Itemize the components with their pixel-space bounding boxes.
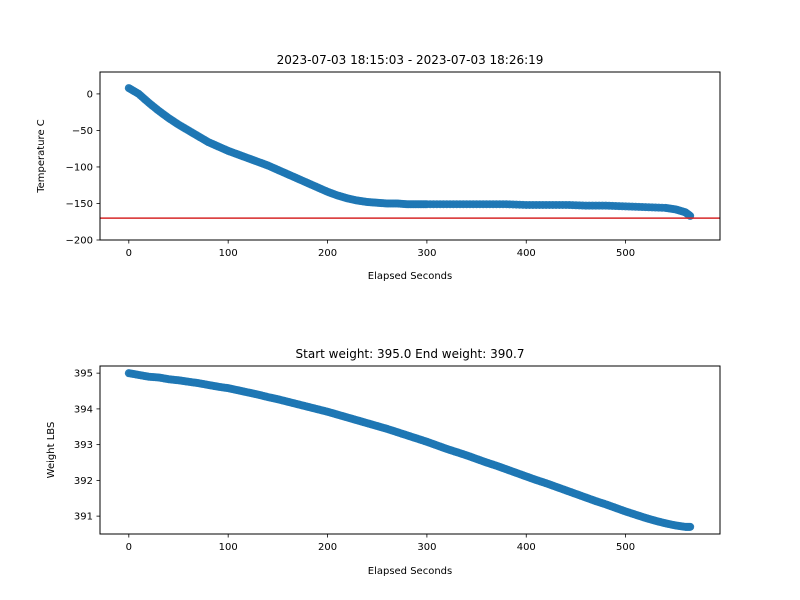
temperature-y-axis-label: Temperature C: [36, 119, 47, 194]
weight-y-tick-label: 393: [74, 440, 93, 451]
weight-x-tick-label: 0: [126, 542, 132, 553]
weight-subplot: Start weight: 395.0 End weight: 390.7 0 1…: [46, 347, 721, 577]
temperature-x-tick-label: 500: [616, 248, 635, 259]
weight-points: [124, 369, 695, 531]
temperature-x-tick-label: 100: [219, 248, 238, 259]
weight-y-axis-label: Weight LBS: [46, 422, 57, 479]
weight-x-tick-label: 200: [318, 542, 337, 553]
weight-chart-title: Start weight: 395.0 End weight: 390.7: [296, 347, 525, 361]
temperature-x-tick-label: 400: [517, 248, 536, 259]
weight-x-tick-label: 500: [616, 542, 635, 553]
temperature-plot-frame: [99, 71, 721, 241]
weight-y-tick-label: 394: [74, 404, 93, 415]
weight-data-point: [686, 522, 695, 531]
weight-x-axis-label: Elapsed Seconds: [368, 566, 452, 577]
temperature-x-tick-label: 0: [126, 248, 132, 259]
weight-y-ticks: 395 394 393 392 391: [74, 369, 100, 523]
weight-x-tick-label: 400: [517, 542, 536, 553]
temperature-chart-title: 2023-07-03 18:15:03 - 2023-07-03 18:26:1…: [277, 53, 544, 67]
weight-y-tick-label: 391: [74, 512, 93, 523]
weight-x-ticks: 0 100 200 300 400 500: [126, 534, 635, 553]
temperature-x-ticks: 0 100 200 300 400 500: [126, 240, 635, 259]
temperature-x-tick-label: 300: [417, 248, 436, 259]
weight-y-tick-label: 392: [74, 476, 93, 487]
temperature-y-tick-label: −50: [72, 126, 93, 137]
weight-plot-frame: [99, 365, 721, 535]
temperature-y-tick-label: 0: [87, 89, 93, 100]
temperature-y-tick-label: −200: [66, 236, 93, 247]
temperature-y-tick-label: −100: [66, 162, 93, 173]
weight-y-tick-label: 395: [74, 369, 93, 380]
temperature-x-axis-label: Elapsed Seconds: [368, 271, 452, 282]
temperature-subplot: 2023-07-03 18:15:03 - 2023-07-03 18:26:1…: [36, 53, 721, 282]
temperature-x-tick-label: 200: [318, 248, 337, 259]
temperature-y-ticks: 0 −50 −100 −150 −200: [66, 89, 100, 247]
temperature-y-tick-label: −150: [66, 199, 93, 210]
weight-x-tick-label: 100: [219, 542, 238, 553]
weight-x-tick-label: 300: [417, 542, 436, 553]
